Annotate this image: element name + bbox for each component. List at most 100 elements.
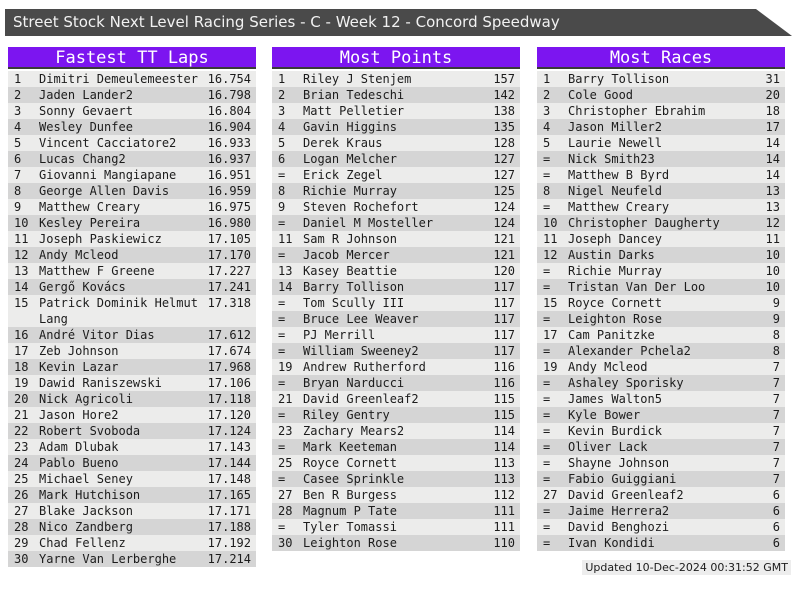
value-cell: 17.318 bbox=[207, 296, 251, 310]
rank-cell: = bbox=[543, 520, 551, 534]
value-cell: 16.937 bbox=[207, 152, 251, 166]
rank-cell: = bbox=[278, 312, 286, 326]
rank-cell: 7 bbox=[14, 168, 22, 182]
driver-name: Vincent Cacciatore2 bbox=[39, 136, 177, 150]
driver-name: Nigel Neufeld bbox=[568, 184, 662, 198]
table-row: = Tristan Van Der Loo 10 bbox=[537, 279, 785, 295]
rank-cell: 28 bbox=[14, 520, 29, 534]
value-cell: 7 bbox=[772, 440, 780, 454]
rank-cell: 2 bbox=[543, 88, 551, 102]
driver-name: Tom Scully III bbox=[303, 296, 405, 310]
driver-name: William Sweeney2 bbox=[303, 344, 419, 358]
driver-name: Jaden Lander2 bbox=[39, 88, 133, 102]
driver-name: Matthew Creary bbox=[568, 200, 670, 214]
value-cell: 127 bbox=[493, 152, 515, 166]
driver-name: Kevin Burdick bbox=[568, 424, 662, 438]
value-cell: 17 bbox=[765, 120, 780, 134]
rank-cell: = bbox=[543, 168, 551, 182]
value-cell: 157 bbox=[493, 72, 515, 86]
rank-cell: 3 bbox=[543, 104, 551, 118]
rank-cell: 19 bbox=[278, 360, 293, 374]
table-row: = Tyler Tomassi 111 bbox=[272, 519, 520, 535]
driver-name: Leighton Rose bbox=[303, 536, 397, 550]
value-cell: 116 bbox=[493, 360, 515, 374]
value-cell: 16.975 bbox=[207, 200, 251, 214]
rank-cell: = bbox=[543, 344, 551, 358]
rank-cell: 19 bbox=[543, 360, 558, 374]
value-cell: 17.105 bbox=[207, 232, 251, 246]
table-row: = Bruce Lee Weaver 117 bbox=[272, 311, 520, 327]
most-points-table: Most Points 1 Riley J Stenjem 157 2 Brian Te… bbox=[272, 47, 520, 551]
table-row: 19 Andrew Rutherford 116 bbox=[272, 359, 520, 375]
driver-name: Ben R Burgess bbox=[303, 488, 397, 502]
value-cell: 16.933 bbox=[207, 136, 251, 150]
fastest-tt-laps-table: Fastest TT Laps 1 Dimitri Demeulemeester 1… bbox=[8, 47, 256, 567]
driver-name: Steven Rochefort bbox=[303, 200, 419, 214]
table-row: 1 Barry Tollison 31 bbox=[537, 71, 785, 87]
driver-name: Gavin Higgins bbox=[303, 120, 397, 134]
value-cell: 17.192 bbox=[207, 536, 251, 550]
driver-name: Andy Mcleod bbox=[568, 360, 648, 374]
rank-cell: = bbox=[278, 472, 286, 486]
rank-cell: 27 bbox=[543, 488, 558, 502]
rank-cell: 2 bbox=[278, 88, 286, 102]
rank-cell: 10 bbox=[14, 216, 29, 230]
table-row: 5 Vincent Cacciatore2 16.933 bbox=[8, 135, 256, 151]
table-row: = PJ Merrill 117 bbox=[272, 327, 520, 343]
value-cell: 121 bbox=[493, 248, 515, 262]
table-row: 4 Gavin Higgins 135 bbox=[272, 119, 520, 135]
table-row: 12 Andy Mcleod 17.170 bbox=[8, 247, 256, 263]
rank-cell: = bbox=[543, 312, 551, 326]
table-row: 17 Cam Panitzke 8 bbox=[537, 327, 785, 343]
table-row: 28 Nico Zandberg 17.188 bbox=[8, 519, 256, 535]
value-cell: 17.241 bbox=[207, 280, 251, 294]
rank-cell: = bbox=[278, 328, 286, 342]
rank-cell: = bbox=[543, 408, 551, 422]
rank-cell: 12 bbox=[14, 248, 29, 262]
value-cell: 17.106 bbox=[207, 376, 251, 390]
table-row: 27 Ben R Burgess 112 bbox=[272, 487, 520, 503]
driver-name: Dimitri Demeulemeester bbox=[39, 72, 198, 86]
rank-cell: 11 bbox=[14, 232, 29, 246]
driver-name: Patrick Dominik Helmut Lang bbox=[39, 296, 198, 326]
rank-cell: = bbox=[278, 216, 286, 230]
value-cell: 17.143 bbox=[207, 440, 251, 454]
value-cell: 7 bbox=[772, 472, 780, 486]
rank-cell: 18 bbox=[14, 360, 29, 374]
value-cell: 14 bbox=[765, 152, 780, 166]
driver-name: Christopher Ebrahim bbox=[568, 104, 706, 118]
table-row: 30 Leighton Rose 110 bbox=[272, 535, 520, 551]
table-row: 11 Sam R Johnson 121 bbox=[272, 231, 520, 247]
value-cell: 17.170 bbox=[207, 248, 251, 262]
value-cell: 115 bbox=[493, 392, 515, 406]
table-row: 28 Magnum P Tate 111 bbox=[272, 503, 520, 519]
table-row: 12 Austin Darks 10 bbox=[537, 247, 785, 263]
table-row: 8 George Allen Davis 16.959 bbox=[8, 183, 256, 199]
rank-cell: 5 bbox=[14, 136, 22, 150]
table-row: 1 Dimitri Demeulemeester 16.754 bbox=[8, 71, 256, 87]
rank-cell: = bbox=[543, 424, 551, 438]
driver-name: Dawid Raniszewski bbox=[39, 376, 162, 390]
table-row: 11 Joseph Dancey 11 bbox=[537, 231, 785, 247]
driver-name: Oliver Lack bbox=[568, 440, 648, 454]
value-cell: 17.968 bbox=[207, 360, 251, 374]
rank-cell: = bbox=[543, 376, 551, 390]
driver-name: Leighton Rose bbox=[568, 312, 662, 326]
value-cell: 124 bbox=[493, 200, 515, 214]
driver-name: Bryan Narducci bbox=[303, 376, 405, 390]
fastest-tt-laps-header: Fastest TT Laps bbox=[8, 47, 256, 69]
rank-cell: = bbox=[278, 520, 286, 534]
rank-cell: 17 bbox=[543, 328, 558, 342]
rank-cell: = bbox=[543, 392, 551, 406]
table-row: = Jaime Herrera2 6 bbox=[537, 503, 785, 519]
driver-name: Kevin Lazar bbox=[39, 360, 119, 374]
value-cell: 17.165 bbox=[207, 488, 251, 502]
table-row: = Alexander Pchela2 8 bbox=[537, 343, 785, 359]
value-cell: 117 bbox=[493, 328, 515, 342]
rank-cell: 27 bbox=[278, 488, 293, 502]
driver-name: Royce Cornett bbox=[568, 296, 662, 310]
table-row: 20 Nick Agricoli 17.118 bbox=[8, 391, 256, 407]
table-row: = Leighton Rose 9 bbox=[537, 311, 785, 327]
table-row: 10 Christopher Daugherty 12 bbox=[537, 215, 785, 231]
table-row: = Matthew Creary 13 bbox=[537, 199, 785, 215]
